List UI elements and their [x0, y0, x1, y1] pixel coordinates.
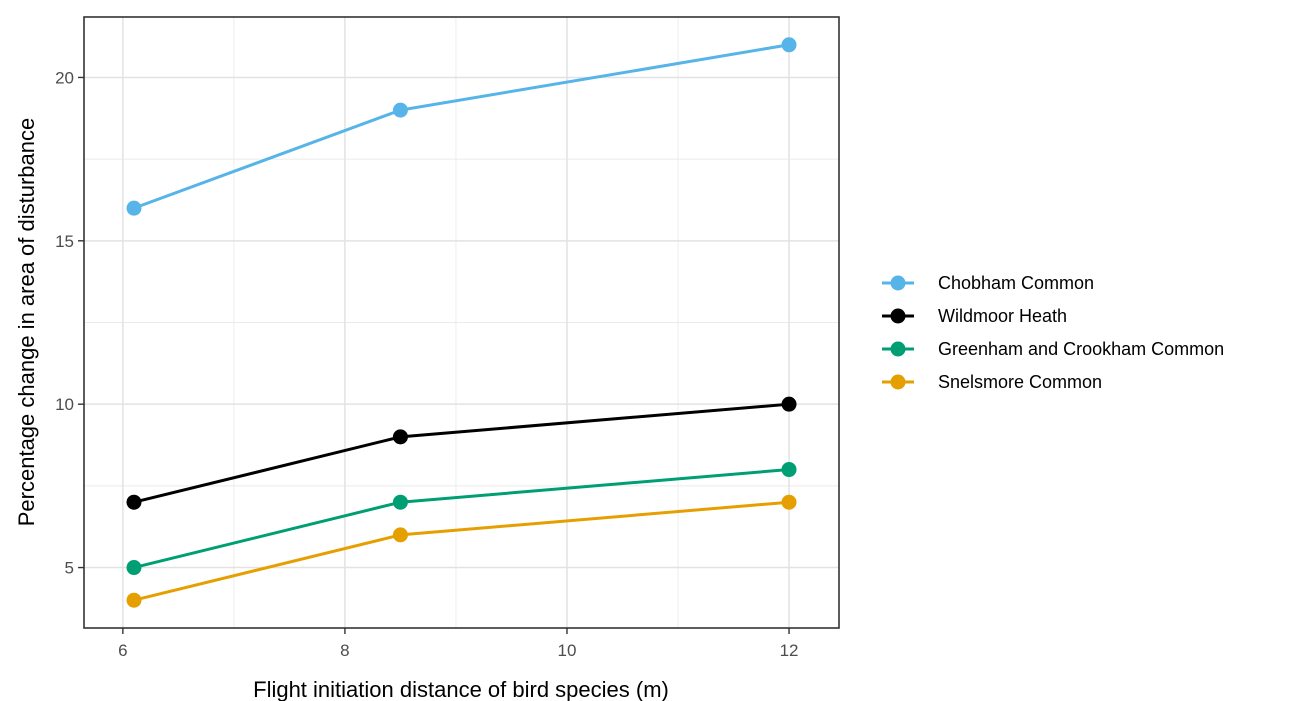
x-tick-label: 12 — [780, 641, 799, 660]
data-point — [392, 429, 408, 445]
data-point — [392, 102, 408, 118]
data-point — [392, 494, 408, 510]
plot-border — [83, 16, 840, 629]
series-line — [133, 43, 790, 210]
legend: Chobham Common Wildmoor Heath Greenham and… — [882, 273, 1224, 392]
data-point — [781, 462, 797, 478]
legend-label: Snelsmore Common — [938, 372, 1102, 392]
x-axis: 6 8 10 12 — [118, 628, 798, 660]
legend-label: Chobham Common — [938, 273, 1094, 293]
x-tick-label: 6 — [118, 641, 127, 660]
legend-label: Greenham and Crookham Common — [938, 339, 1224, 359]
data-point — [781, 396, 797, 412]
data-point — [781, 37, 797, 53]
y-tick-label: 5 — [65, 559, 74, 578]
x-tick-label: 10 — [558, 641, 577, 660]
x-axis-title: Flight initiation distance of bird speci… — [253, 677, 669, 701]
legend-item: Wildmoor Heath — [882, 306, 1067, 326]
legend-key-point — [890, 308, 906, 324]
y-tick-label: 20 — [55, 68, 74, 87]
data-point — [126, 200, 142, 216]
legend-item: Chobham Common — [882, 273, 1094, 293]
data-point — [126, 592, 142, 608]
x-tick-label: 8 — [340, 641, 349, 660]
series-line — [133, 468, 790, 570]
legend-key-point — [890, 341, 906, 357]
legend-label: Wildmoor Heath — [938, 306, 1067, 326]
y-axis: 5 10 15 20 — [55, 68, 84, 578]
y-axis-title: Percentage change in area of disturbance — [14, 118, 39, 527]
series-snelsmore-common — [126, 494, 797, 608]
legend-key-point — [890, 374, 906, 390]
grid — [84, 17, 839, 628]
data-point — [126, 560, 142, 576]
legend-item: Snelsmore Common — [882, 372, 1102, 392]
series-wildmoor-heath — [126, 396, 797, 510]
series-lines — [126, 37, 797, 608]
series-greenham-and-crookham-common — [126, 462, 797, 576]
series-line — [133, 500, 790, 602]
series-line — [133, 402, 790, 504]
y-tick-label: 15 — [55, 232, 74, 251]
series-chobham-common — [126, 37, 797, 216]
legend-item: Greenham and Crookham Common — [882, 339, 1224, 359]
legend-key-point — [890, 275, 906, 291]
data-point — [126, 494, 142, 510]
y-tick-label: 10 — [55, 395, 74, 414]
data-point — [781, 494, 797, 510]
data-point — [392, 527, 408, 543]
